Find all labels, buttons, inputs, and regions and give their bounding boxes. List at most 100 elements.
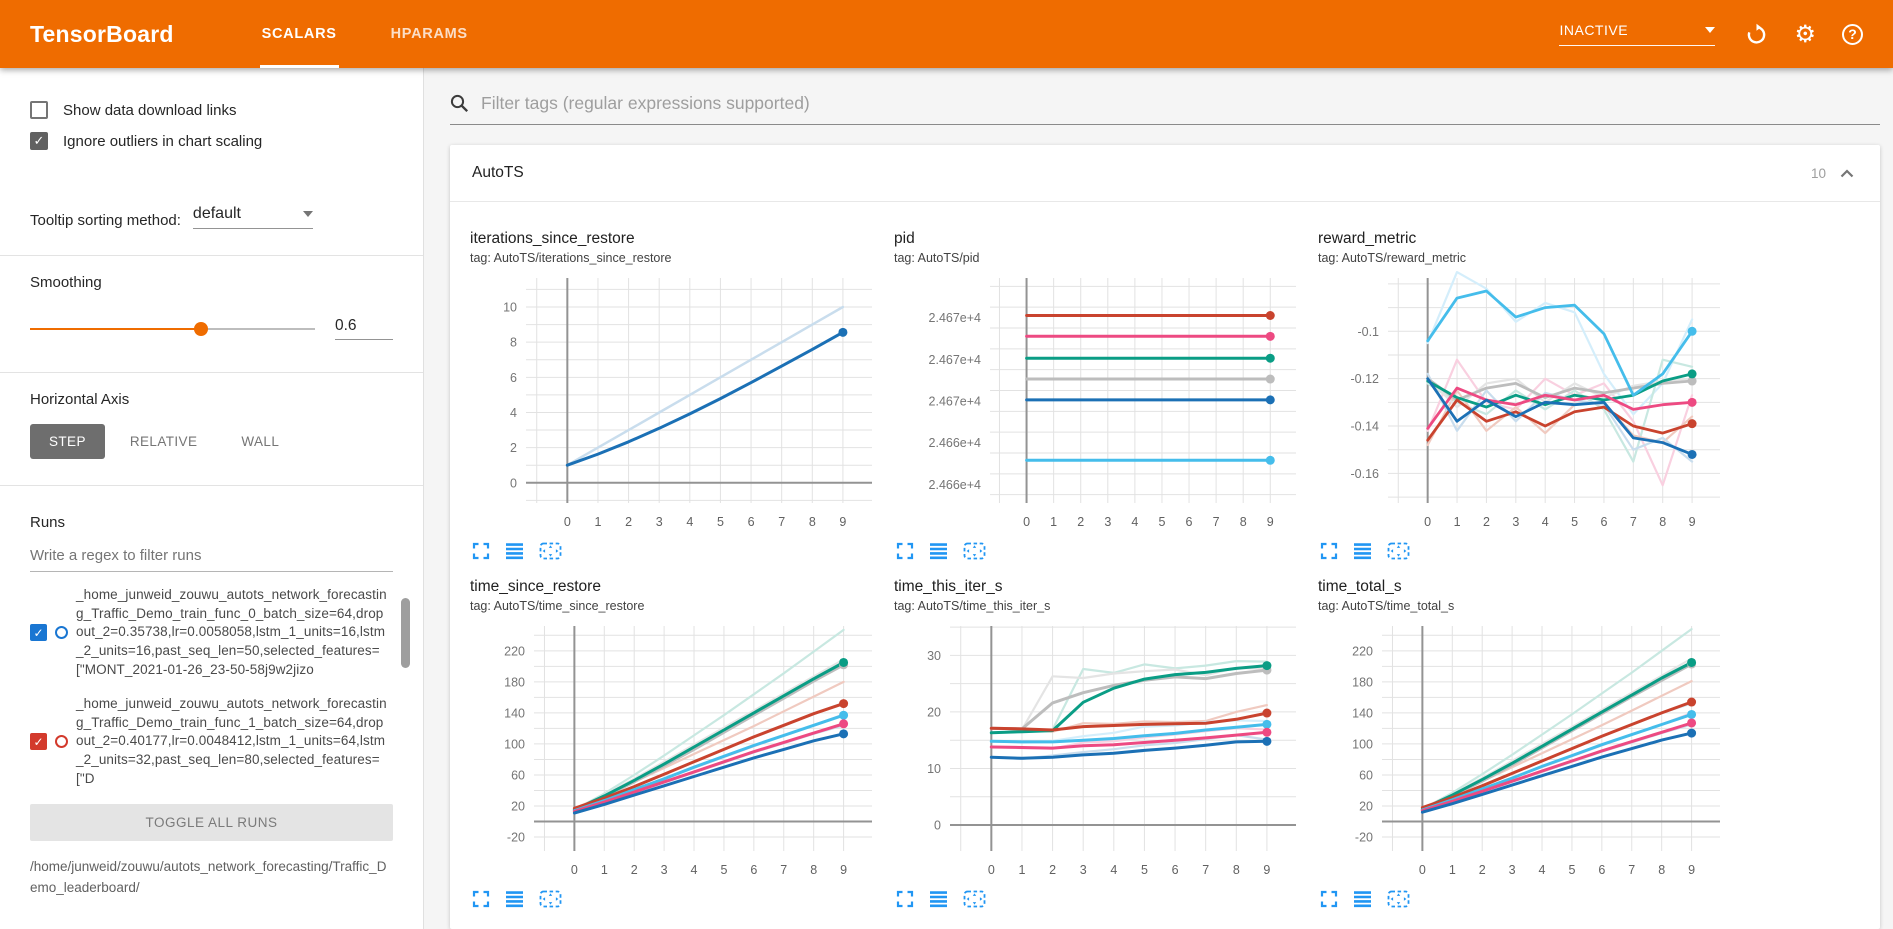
svg-text:0: 0 [934,818,941,832]
svg-text:3: 3 [1104,515,1111,529]
svg-text:4: 4 [1110,863,1117,877]
checkbox-ignore-outliers[interactable]: ✓ Ignore outliers in chart scaling [30,132,393,150]
tag-filter-input[interactable] [479,92,1880,115]
svg-text:2: 2 [625,515,632,529]
expand-icon[interactable] [896,542,914,560]
chevron-down-icon [1705,27,1716,33]
pan-zoom-icon[interactable] [963,890,986,908]
chart-toolbar [894,890,1318,908]
sidebar-scrollbar[interactable] [401,598,410,668]
tab-hparams[interactable]: HPARAMS [390,26,468,42]
chart-tag: tag: AutoTS/iterations_since_restore [470,251,672,265]
svg-text:8: 8 [1658,863,1665,877]
status-value: INACTIVE [1559,22,1629,38]
runs-filter-input[interactable] [30,541,393,572]
header-actions: INACTIVE ⚙ ? [1559,0,1863,68]
fit-data-icon[interactable] [1353,890,1372,908]
svg-text:-0.1: -0.1 [1357,325,1379,339]
chart-toolbar [1318,890,1742,908]
fit-data-icon[interactable] [505,542,524,560]
expand-icon[interactable] [1320,890,1338,908]
chart-tag: tag: AutoTS/reward_metric [1318,251,1466,265]
tooltip-sorting-label: Tooltip sorting method: [30,212,181,229]
fit-data-icon[interactable] [505,890,524,908]
toggle-all-runs-button[interactable]: TOGGLE ALL RUNS [30,804,393,842]
run-radio[interactable] [55,735,68,749]
svg-text:0: 0 [571,863,578,877]
axis-option-step[interactable]: STEP [30,424,105,459]
smoothing-value[interactable]: 0.6 [335,317,393,340]
app-header: TensorBoard SCALARS HPARAMS INACTIVE ⚙ ? [0,0,1893,68]
smoothing-label: Smoothing [30,274,102,291]
fit-data-icon[interactable] [929,890,948,908]
axis-option-relative[interactable]: RELATIVE [111,424,216,459]
chart-plot-pid[interactable]: 2.467e+4 2.467e+4 2.467e+4 2.466e+4 2.466e+4… [894,271,1308,533]
expand-icon[interactable] [472,542,490,560]
refresh-icon[interactable] [1745,23,1768,46]
section-header[interactable]: AutoTS 10 [450,145,1880,202]
pan-zoom-icon[interactable] [539,542,562,560]
checkbox-show-download-links[interactable]: Show data download links [30,101,393,119]
svg-text:9: 9 [839,515,846,529]
chevron-up-icon[interactable] [1840,168,1854,178]
divider [0,372,423,373]
chart-plot-time_this_iter_s[interactable]: 30 20 10 0 0 1 2 3 4 5 6 7 8 9 [894,619,1308,881]
svg-text:140: 140 [1352,706,1373,720]
slider-thumb[interactable] [194,321,208,336]
expand-icon[interactable] [472,890,490,908]
svg-text:220: 220 [1352,644,1373,658]
svg-text:5: 5 [1568,863,1575,877]
fit-data-icon[interactable] [1353,542,1372,560]
chart-title: time_since_restore [470,578,601,595]
status-select[interactable]: INACTIVE [1559,22,1716,46]
question-mark: ? [1842,23,1863,45]
expand-icon[interactable] [896,890,914,908]
run-radio[interactable] [55,626,68,640]
run-label: _home_junweid_zouwu_autots_network_forec… [76,696,387,786]
tag-filter-row [450,92,1880,125]
svg-text:180: 180 [1352,675,1373,689]
svg-text:2.466e+4: 2.466e+4 [929,436,982,450]
run-checkbox[interactable]: ✓ [30,733,47,751]
chart-plot-time_total_s[interactable]: 220 180 140 100 60 20 -20 0 1 2 3 4 5 6 7 8 9 [1318,619,1732,881]
pan-zoom-icon[interactable] [963,542,986,560]
svg-text:9: 9 [1688,863,1695,877]
run-list: ✓ _home_junweid_zouwu_autots_network_fore… [30,586,393,788]
fit-data-icon[interactable] [929,542,948,560]
chart-plot-reward_metric[interactable]: -0.1 -0.12 -0.14 -0.16 0 1 2 3 4 5 6 7 8 9 [1318,271,1732,533]
chart-plot-iterations_since_restore[interactable]: 10 8 6 4 2 0 0 1 2 3 4 5 6 7 8 9 [470,271,884,533]
help-icon[interactable]: ? [1842,23,1863,45]
chart-tag: tag: AutoTS/time_total_s [1318,599,1455,613]
sidebar: Show data download links ✓ Ignore outliers… [0,68,424,929]
runs-section: Runs ✓ _home_junweid_zouwu_autots_network… [0,486,423,908]
chart-title: time_this_iter_s [894,578,1003,595]
pan-zoom-icon[interactable] [539,890,562,908]
tooltip-sorting-value: default [192,205,241,222]
svg-text:-20: -20 [507,831,525,845]
app-body: Show data download links ✓ Ignore outliers… [0,68,1893,929]
pan-zoom-icon[interactable] [1387,890,1410,908]
tooltip-sorting-select[interactable]: default [192,205,313,229]
smoothing-slider[interactable] [30,321,315,336]
tab-scalars[interactable]: SCALARS [259,0,339,68]
svg-text:7: 7 [778,515,785,529]
svg-text:220: 220 [504,644,525,658]
svg-text:8: 8 [1659,515,1666,529]
settings-icon[interactable]: ⚙ [1794,20,1816,48]
horizontal-axis-label: Horizontal Axis [30,391,130,408]
charts-grid: iterations_since_restore tag: AutoTS/iter… [450,202,1880,926]
svg-text:2: 2 [1049,863,1056,877]
axis-option-wall[interactable]: WALL [222,424,298,459]
checkbox-box [30,101,48,119]
svg-text:7: 7 [1630,515,1637,529]
search-icon [450,94,469,113]
logdir-path: /home/junweid/zouwu/autots_network_forec… [30,859,387,895]
chart-tag: tag: AutoTS/time_since_restore [470,599,645,613]
sidebar-checkbox-group: Show data download links ✓ Ignore outliers… [0,68,423,173]
run-checkbox[interactable]: ✓ [30,624,47,642]
svg-text:9: 9 [1689,515,1696,529]
expand-icon[interactable] [1320,542,1338,560]
chart-plot-time_since_restore[interactable]: 220 180 140 100 60 20 -20 0 1 2 3 4 5 6 7 8 9 [470,619,884,881]
pan-zoom-icon[interactable] [1387,542,1410,560]
